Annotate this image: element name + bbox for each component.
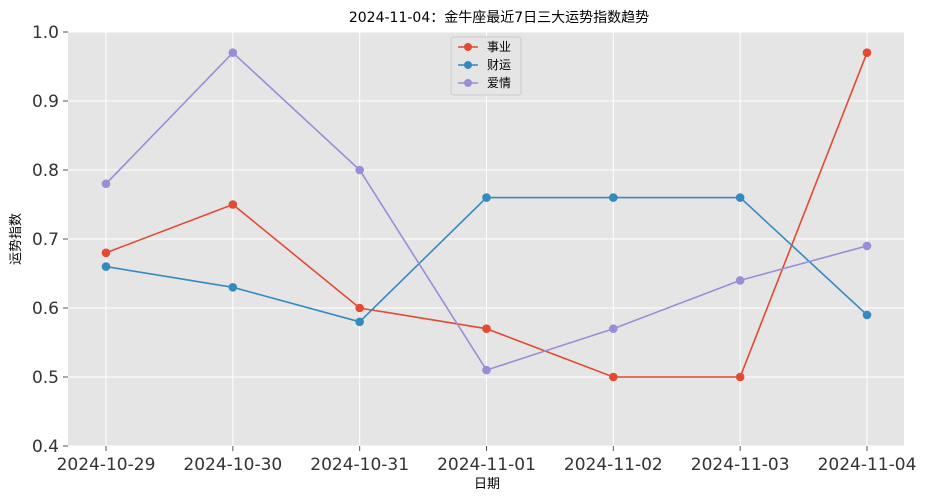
y-tick-label: 0.5 (32, 368, 59, 388)
data-point (101, 248, 111, 258)
data-point (355, 303, 364, 313)
x-tick-label: 2024-11-02 (564, 455, 663, 475)
data-point (609, 372, 618, 382)
data-point (482, 324, 491, 334)
data-point (609, 193, 618, 202)
data-point (862, 310, 872, 320)
legend-item: 财运 (458, 58, 511, 72)
series-1 (101, 193, 872, 327)
y-tick-label: 1.0 (32, 23, 59, 43)
data-point (228, 200, 238, 209)
y-tick-label: 0.4 (32, 437, 59, 457)
legend-marker (464, 79, 472, 87)
x-tick-label: 2024-10-30 (183, 455, 282, 475)
x-axis-ticks: 2024-10-29 2024-10-30 2024-10-31 2024-11-01… (57, 446, 917, 475)
data-point (862, 241, 872, 251)
legend-marker (464, 61, 472, 69)
x-tick-label: 2024-10-29 (57, 455, 156, 475)
x-tick-label: 2024-11-01 (437, 455, 536, 475)
data-point (482, 365, 491, 375)
data-point (482, 193, 491, 202)
grid-lines (68, 31, 904, 447)
series-2 (101, 48, 872, 375)
legend-label: 财运 (487, 58, 511, 72)
data-point (862, 48, 872, 57)
y-tick-label: 0.7 (32, 230, 59, 250)
x-tick-label: 2024-11-04 (818, 455, 917, 475)
x-axis-label: 日期 (474, 477, 500, 492)
x-tick-label: 2024-10-31 (310, 455, 409, 475)
legend-item: 事业 (458, 40, 511, 54)
data-point (735, 193, 745, 202)
y-axis-ticks: 0.4 0.5 0.6 0.7 0.8 0.9 1.0 (32, 23, 68, 457)
y-tick-label: 0.6 (32, 299, 59, 319)
data-point (101, 262, 111, 271)
data-point (355, 317, 364, 327)
data-point (228, 48, 238, 57)
chart-title: 2024-11-04：金牛座最近7日三大运势指数趋势 (349, 10, 649, 26)
legend-item: 爱情 (458, 76, 511, 90)
legend-label: 事业 (487, 40, 511, 54)
x-tick-label: 2024-11-03 (691, 455, 790, 475)
series-layer (101, 48, 872, 382)
y-tick-label: 0.9 (32, 92, 59, 112)
series-0 (101, 48, 872, 382)
legend-marker (464, 43, 472, 51)
y-tick-label: 0.8 (32, 161, 59, 181)
data-point (228, 283, 238, 292)
legend-label: 爱情 (487, 76, 511, 90)
data-point (735, 276, 745, 285)
data-point (735, 372, 745, 382)
data-point (355, 165, 364, 175)
y-axis-label: 运势指数 (8, 213, 24, 265)
data-point (101, 179, 111, 189)
data-point (609, 324, 618, 334)
